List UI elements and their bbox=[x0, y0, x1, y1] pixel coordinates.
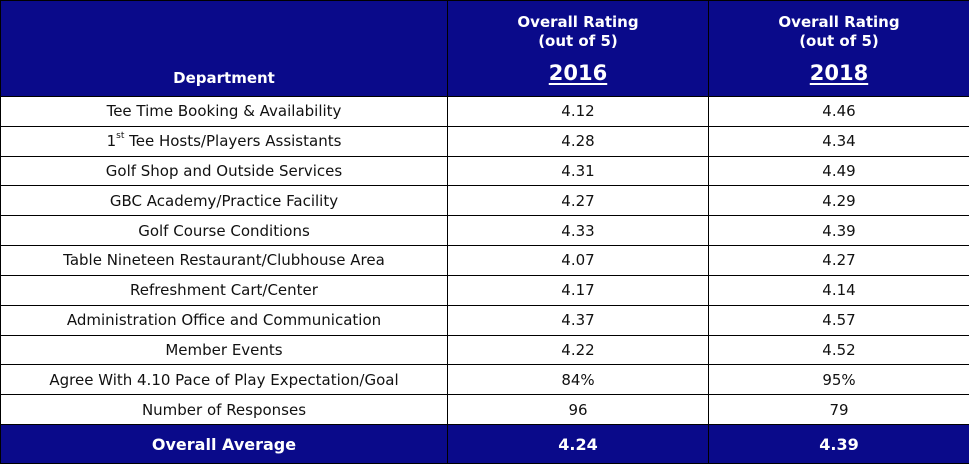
table-row: 1st Tee Hosts/Players Assistants 4.28 4.… bbox=[0, 125, 969, 157]
table-row: Member Events 4.22 4.52 bbox=[0, 334, 969, 366]
department-column-header: Department bbox=[0, 0, 448, 97]
department-cell: Tee Time Booking & Availability bbox=[0, 96, 448, 127]
rating-sub-2018: (out of 5) bbox=[799, 32, 879, 50]
rating-2018-cell: 4.46 bbox=[708, 96, 969, 127]
department-cell: Administration Office and Communication bbox=[0, 304, 448, 336]
rating-2016-cell: 96 bbox=[447, 394, 709, 425]
rating-2018-cell: 4.34 bbox=[708, 125, 969, 157]
department-ordinal-suffix: st bbox=[116, 131, 125, 142]
table-row: Golf Shop and Outside Services 4.31 4.49 bbox=[0, 155, 969, 187]
rating-sub-2016: (out of 5) bbox=[538, 32, 618, 50]
rating-2016-column-header: Overall Rating (out of 5) 2016 bbox=[447, 0, 709, 97]
table-row: Table Nineteen Restaurant/Clubhouse Area… bbox=[0, 245, 969, 276]
overall-average-2018: 4.39 bbox=[708, 424, 969, 464]
rating-2016-cell: 4.22 bbox=[447, 334, 709, 366]
header-row: Department Overall Rating (out of 5) 201… bbox=[0, 0, 969, 97]
rating-label-2016: Overall Rating bbox=[517, 13, 639, 31]
rating-2018-cell: 79 bbox=[708, 394, 969, 425]
table-header: Department Overall Rating (out of 5) 201… bbox=[0, 0, 969, 97]
department-cell: Agree With 4.10 Pace of Play Expectation… bbox=[0, 364, 448, 396]
rating-2016-cell: 4.31 bbox=[447, 155, 709, 187]
table-row: GBC Academy/Practice Facility 4.27 4.29 bbox=[0, 185, 969, 217]
table-row: Refreshment Cart/Center 4.17 4.14 bbox=[0, 274, 969, 306]
department-cell: GBC Academy/Practice Facility bbox=[0, 185, 448, 217]
department-text: Tee Hosts/Players Assistants bbox=[124, 132, 342, 151]
rating-2016-cell: 4.17 bbox=[447, 274, 709, 306]
rating-2018-cell: 4.39 bbox=[708, 215, 969, 247]
table-row: Administration Office and Communication … bbox=[0, 304, 969, 336]
rating-2016-cell: 4.07 bbox=[447, 245, 709, 276]
table-row: Tee Time Booking & Availability 4.12 4.4… bbox=[0, 96, 969, 127]
overall-average-2016: 4.24 bbox=[447, 424, 709, 464]
rating-2018-cell: 4.49 bbox=[708, 155, 969, 187]
rating-2016-cell: 84% bbox=[447, 364, 709, 396]
rating-2018-cell: 4.14 bbox=[708, 274, 969, 306]
department-cell: Number of Responses bbox=[0, 394, 448, 425]
rating-2018-cell: 4.52 bbox=[708, 334, 969, 366]
rating-2018-cell: 4.27 bbox=[708, 245, 969, 276]
department-cell: Table Nineteen Restaurant/Clubhouse Area bbox=[0, 245, 448, 276]
table-body: Tee Time Booking & Availability 4.12 4.4… bbox=[0, 96, 969, 425]
table-row: Agree With 4.10 Pace of Play Expectation… bbox=[0, 364, 969, 396]
overall-average-row: Overall Average 4.24 4.39 bbox=[0, 424, 969, 464]
rating-2018-column-header: Overall Rating (out of 5) 2018 bbox=[708, 0, 969, 97]
rating-2016-cell: 4.33 bbox=[447, 215, 709, 247]
overall-average-label: Overall Average bbox=[0, 424, 448, 464]
rating-2018-cell: 95% bbox=[708, 364, 969, 396]
rating-label-2018: Overall Rating bbox=[778, 13, 900, 31]
department-ordinal-number: 1 bbox=[106, 132, 117, 151]
rating-2018-cell: 4.57 bbox=[708, 304, 969, 336]
department-cell: Refreshment Cart/Center bbox=[0, 274, 448, 306]
year-label-2018: 2018 bbox=[809, 61, 869, 85]
rating-2016-cell: 4.27 bbox=[447, 185, 709, 217]
department-cell: Member Events bbox=[0, 334, 448, 366]
table-row: Golf Course Conditions 4.33 4.39 bbox=[0, 215, 969, 247]
rating-2018-cell: 4.29 bbox=[708, 185, 969, 217]
table-footer: Overall Average 4.24 4.39 bbox=[0, 424, 969, 464]
rating-2016-cell: 4.28 bbox=[447, 125, 709, 157]
rating-2016-cell: 4.12 bbox=[447, 96, 709, 127]
department-cell: 1st Tee Hosts/Players Assistants bbox=[0, 125, 448, 157]
year-label-2016: 2016 bbox=[548, 61, 608, 85]
table-row: Number of Responses 96 79 bbox=[0, 394, 969, 425]
rating-2016-cell: 4.37 bbox=[447, 304, 709, 336]
department-cell: Golf Course Conditions bbox=[0, 215, 448, 247]
department-cell: Golf Shop and Outside Services bbox=[0, 155, 448, 187]
